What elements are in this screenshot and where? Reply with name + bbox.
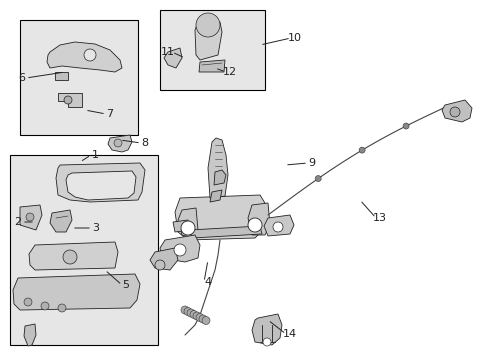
Polygon shape [178,208,198,238]
FancyBboxPatch shape [160,10,264,90]
Polygon shape [29,242,118,270]
Polygon shape [50,210,72,232]
Polygon shape [66,171,136,200]
Text: 14: 14 [283,329,296,339]
Polygon shape [150,248,178,270]
Text: 2: 2 [15,217,21,227]
Polygon shape [108,135,132,152]
Circle shape [183,307,192,315]
Circle shape [193,312,201,320]
Polygon shape [209,190,222,202]
Polygon shape [163,48,182,68]
Text: 1: 1 [91,150,98,160]
FancyBboxPatch shape [20,20,138,135]
Polygon shape [55,72,68,80]
Polygon shape [264,215,293,236]
Circle shape [358,147,365,153]
Circle shape [174,244,185,256]
Circle shape [449,107,459,117]
Circle shape [199,315,206,323]
Circle shape [196,13,220,37]
Circle shape [26,213,34,221]
Circle shape [84,49,96,61]
Polygon shape [190,226,262,238]
Polygon shape [58,93,82,107]
Circle shape [58,304,66,312]
Polygon shape [173,220,190,232]
Text: 3: 3 [92,223,99,233]
Text: 8: 8 [141,138,148,148]
Circle shape [181,221,195,235]
Polygon shape [175,195,267,240]
Circle shape [64,96,72,104]
Circle shape [41,302,49,310]
Circle shape [202,316,209,324]
Polygon shape [195,22,222,60]
Circle shape [186,309,195,317]
Circle shape [181,306,189,314]
Circle shape [190,310,198,319]
Text: 5: 5 [122,280,129,290]
Circle shape [196,314,203,321]
Circle shape [247,218,262,232]
Text: 10: 10 [287,33,302,43]
Text: 12: 12 [223,67,237,77]
Text: 7: 7 [106,109,113,119]
Polygon shape [207,138,227,198]
Circle shape [114,139,122,147]
Polygon shape [13,274,140,310]
Circle shape [315,176,321,181]
Polygon shape [214,170,225,185]
Circle shape [272,222,283,232]
Text: 6: 6 [19,73,25,83]
Text: 4: 4 [204,277,211,287]
Polygon shape [56,163,145,202]
Polygon shape [160,235,200,262]
FancyBboxPatch shape [10,155,158,345]
Circle shape [402,123,408,129]
Text: 9: 9 [308,158,315,168]
Polygon shape [24,324,36,346]
Polygon shape [251,314,282,345]
Text: 13: 13 [372,213,386,223]
Circle shape [63,250,77,264]
Circle shape [155,260,164,270]
Circle shape [263,338,270,346]
Polygon shape [47,42,122,72]
Text: 11: 11 [161,47,175,57]
Polygon shape [20,205,42,230]
Polygon shape [247,203,269,235]
Polygon shape [441,100,471,122]
Polygon shape [199,60,224,72]
Circle shape [24,298,32,306]
